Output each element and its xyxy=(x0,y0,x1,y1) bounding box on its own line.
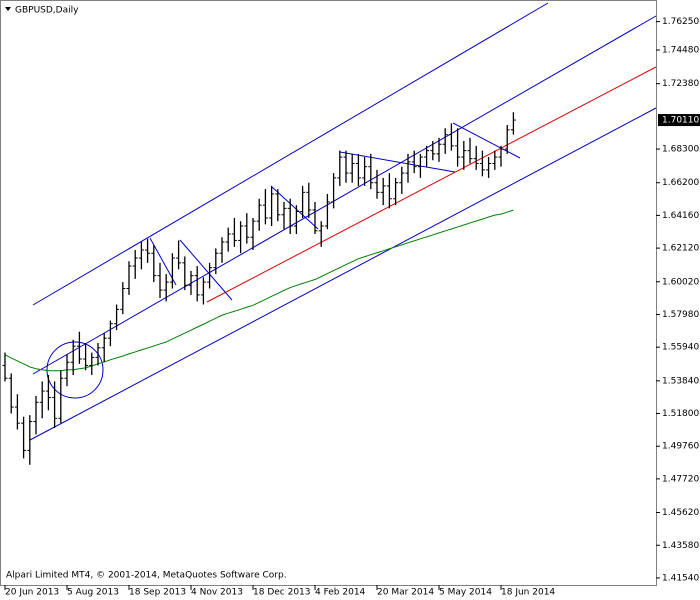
x-tick-label: 18 Dec 2013 xyxy=(253,588,311,598)
x-tick-label: 5 Aug 2013 xyxy=(67,588,119,598)
y-tick-label: 1.72380 xyxy=(662,79,699,89)
trend-line xyxy=(271,186,319,230)
y-tick-label: 1.41540 xyxy=(662,573,699,583)
x-tick-label: 20 Mar 2014 xyxy=(377,588,434,598)
y-tick-label: 1.55940 xyxy=(662,343,699,353)
y-tick-label: 1.43580 xyxy=(662,541,699,551)
trend-line xyxy=(339,151,456,173)
y-tick-label: 1.49760 xyxy=(662,442,699,452)
y-tick-label: 1.47720 xyxy=(662,474,699,484)
trend-line xyxy=(452,122,521,159)
last-price-label: 1.70110 xyxy=(662,116,699,126)
y-tick-label: 1.64160 xyxy=(662,211,699,221)
y-tick-label: 1.53840 xyxy=(662,376,699,386)
y-tick-label: 1.45620 xyxy=(662,508,699,518)
y-tick-label: 1.60020 xyxy=(662,277,699,287)
moving-average xyxy=(4,209,514,372)
menu-arrow[interactable] xyxy=(5,7,11,11)
x-tick-label: 18 Sep 2013 xyxy=(129,588,186,598)
x-tick-label: 4 Feb 2014 xyxy=(315,588,366,598)
x-tick-label: 20 Jun 2013 xyxy=(5,588,59,598)
trend-line xyxy=(29,107,657,441)
y-tick-label: 1.74480 xyxy=(662,46,699,56)
trend-line xyxy=(32,15,657,375)
footer-text: Alpari Limited MT4, © 2001-2014, MetaQuo… xyxy=(6,571,287,581)
y-tick-label: 1.51800 xyxy=(662,409,699,419)
y-tick-label: 1.68300 xyxy=(662,145,699,155)
trend-line xyxy=(206,66,657,303)
trend-lines xyxy=(29,2,657,441)
plot-frame xyxy=(0,0,657,586)
y-tick-label: 1.66200 xyxy=(662,178,699,188)
y-tick-label: 1.57980 xyxy=(662,310,699,320)
trend-line xyxy=(179,239,233,301)
x-tick-label: 5 May 2014 xyxy=(439,588,492,598)
chart-title: GBPUSD,Daily xyxy=(15,6,79,16)
x-tick-label: 4 Nov 2013 xyxy=(191,588,243,598)
y-tick-label: 1.76250 xyxy=(662,17,699,27)
trend-line xyxy=(32,2,549,306)
x-tick-label: 18 Jun 2014 xyxy=(501,588,555,598)
y-tick-label: 1.62120 xyxy=(662,244,699,254)
last-price-box xyxy=(658,114,700,127)
